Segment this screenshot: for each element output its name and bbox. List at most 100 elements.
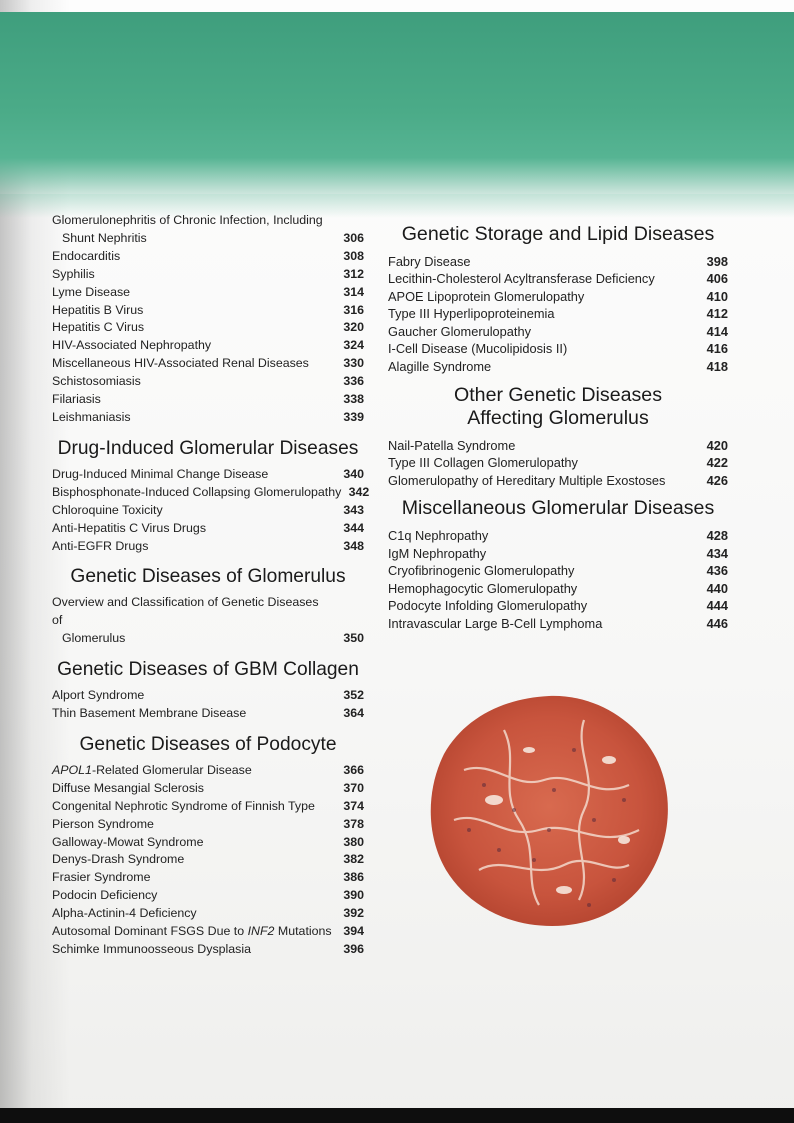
toc-entry-title: Overview and Classification of Genetic D… (52, 595, 319, 628)
toc-entry-title: Intravascular Large B-Cell Lymphoma (388, 615, 603, 631)
toc-entry-title: Lyme Disease (52, 284, 131, 299)
toc-page-number: 320 (343, 320, 364, 335)
toc-entry-title: Filariasis (52, 392, 101, 407)
toc-page-number: 414 (706, 323, 728, 339)
section-title: Genetic Diseases of Podocyte (79, 733, 337, 755)
toc-entry[interactable]: Podocyte Infolding Glomerulopathy 444 (388, 597, 728, 615)
toc-entry[interactable]: Galloway-Mowat Syndrome 380 (52, 834, 364, 852)
toc-entry[interactable]: IgM Nephropathy 434 (388, 545, 728, 563)
toc-entry[interactable]: Cryofibrinogenic Glomerulopathy 436 (388, 562, 728, 580)
toc-entry[interactable]: Hemophagocytic Glomerulopathy 440 (388, 580, 728, 598)
toc-page-number: 366 (343, 762, 364, 777)
toc-entry[interactable]: APOL1-Related Glomerular Disease 366 (52, 762, 364, 780)
toc-entry[interactable]: Congenital Nephrotic Syndrome of Finnish… (52, 798, 364, 816)
toc-page-number: 308 (343, 248, 364, 263)
toc-entry-title: Galloway-Mowat Syndrome (52, 834, 204, 849)
toc-entry[interactable]: Diffuse Mesangial Sclerosis 370 (52, 780, 364, 798)
toc-entry[interactable]: Leishmaniasis 339 (52, 409, 364, 427)
toc-entry[interactable]: Alport Syndrome 352 (52, 687, 364, 705)
toc-page-number: 364 (343, 706, 364, 721)
toc-entry[interactable]: Type III Collagen Glomerulopathy 422 (388, 454, 728, 472)
toc-entry[interactable]: I-Cell Disease (Mucolipidosis II) 416 (388, 340, 728, 358)
toc-entry[interactable]: Anti-Hepatitis C Virus Drugs 344 (52, 520, 364, 538)
toc-entry-title: Cryofibrinogenic Glomerulopathy (388, 563, 575, 579)
toc-page-number: 428 (706, 527, 728, 543)
toc-entry-title: HIV-Associated Nephropathy (52, 338, 212, 353)
toc-entry-title: Pierson Syndrome (52, 816, 154, 831)
toc-entry[interactable]: Alpha-Actinin-4 Deficiency 392 (52, 905, 364, 923)
toc-entry[interactable]: Thin Basement Membrane Disease 364 (52, 705, 364, 723)
toc-page-number: 316 (343, 302, 364, 317)
toc-entry[interactable]: Autosomal Dominant FSGS Due to INF2 Muta… (52, 923, 364, 941)
toc-page-number: 436 (706, 563, 728, 579)
toc-entry[interactable]: Schistosomiasis 336 (52, 373, 364, 391)
toc-page-number: 416 (706, 341, 728, 357)
toc-section: Genetic Diseases of GBM Collagen Alport … (52, 658, 364, 723)
toc-page-number: 340 (343, 466, 364, 481)
toc-left-column: Glomerulonephritis of Chronic Infection,… (52, 212, 369, 959)
toc-entry[interactable]: Bisphosphonate-Induced Collapsing Glomer… (52, 484, 369, 502)
toc-section: Other Genetic Diseases Affecting Glomeru… (388, 384, 728, 490)
toc-entry-title: Drug-Induced Minimal Change Disease (52, 466, 269, 481)
toc-entry-title: Nail-Patella Syndrome (388, 437, 516, 453)
toc-entry[interactable]: Alagille Syndrome 418 (388, 358, 728, 376)
toc-entry[interactable]: Pierson Syndrome 378 (52, 816, 364, 834)
toc-section: Genetic Diseases of Podocyte APOL1-Relat… (52, 733, 364, 959)
toc-entry-title: Anti-EGFR Drugs (52, 538, 149, 553)
toc-page-number: 370 (343, 780, 364, 795)
toc-page-number: 426 (706, 472, 728, 488)
toc-entry[interactable]: HIV-Associated Nephropathy 324 (52, 337, 364, 355)
toc-entry-title: Alagille Syndrome (388, 359, 492, 375)
toc-entry-title: Bisphosphonate-Induced Collapsing Glomer… (52, 484, 342, 499)
header-color-band (0, 12, 794, 218)
section-title: Genetic Diseases of GBM Collagen (57, 659, 359, 681)
toc-page-number: 338 (343, 392, 364, 407)
toc-entry[interactable]: Hepatitis C Virus 320 (52, 319, 364, 337)
toc-entry[interactable]: Glomerulopathy of Hereditary Multiple Ex… (388, 472, 728, 490)
toc-page-number: 420 (706, 437, 728, 453)
toc-entry[interactable]: Overview and Classification of Genetic D… (52, 594, 364, 648)
toc-entry-title: Autosomal Dominant FSGS Due to (52, 924, 248, 939)
toc-entry[interactable]: Glomerulonephritis of Chronic Infection,… (52, 212, 364, 248)
toc-entry-title: Leishmaniasis (52, 409, 131, 424)
toc-section: Genetic Diseases of Glomerulus Overview … (52, 565, 364, 648)
toc-entry-title: Glomerulopathy of Hereditary Multiple Ex… (388, 472, 666, 488)
toc-entry-title: Diffuse Mesangial Sclerosis (52, 780, 204, 795)
toc-page-number: 312 (343, 266, 364, 281)
toc-entry[interactable]: C1q Nephropathy 428 (388, 527, 728, 545)
toc-page-number: 324 (343, 338, 364, 353)
toc-entry[interactable]: Podocin Deficiency 390 (52, 887, 364, 905)
toc-page-number: 418 (706, 359, 728, 375)
toc-entry[interactable]: Intravascular Large B-Cell Lymphoma 446 (388, 615, 728, 633)
toc-section: Glomerulonephritis of Chronic Infection,… (52, 212, 364, 427)
toc-entry[interactable]: Fabry Disease 398 (388, 253, 728, 271)
toc-page-number: 350 (343, 631, 364, 646)
toc-entry-title: Hepatitis B Virus (52, 302, 144, 317)
toc-entry[interactable]: Filariasis 338 (52, 391, 364, 409)
toc-entry[interactable]: Hepatitis B Virus 316 (52, 302, 364, 320)
toc-entry[interactable]: Chloroquine Toxicity 343 (52, 502, 364, 520)
toc-entry[interactable]: Drug-Induced Minimal Change Disease 340 (52, 466, 364, 484)
toc-entry[interactable]: APOE Lipoprotein Glomerulopathy 410 (388, 288, 728, 306)
toc-entry[interactable]: Nail-Patella Syndrome 420 (388, 437, 728, 455)
toc-entry[interactable]: Syphilis 312 (52, 266, 364, 284)
toc-entry[interactable]: Lyme Disease 314 (52, 284, 364, 302)
toc-entry[interactable]: Miscellaneous HIV-Associated Renal Disea… (52, 355, 364, 373)
toc-entry[interactable]: Denys-Drash Syndrome 382 (52, 851, 364, 869)
toc-entry[interactable]: Schimke Immunoosseous Dysplasia 396 (52, 941, 364, 959)
toc-entry-title: APOE Lipoprotein Glomerulopathy (388, 288, 585, 304)
toc-page-number: 396 (343, 942, 364, 956)
toc-entry-title: Schistosomiasis (52, 374, 141, 389)
toc-entry-title: Lecithin-Cholesterol Acyltransferase Def… (388, 271, 655, 287)
toc-section: Miscellaneous Glomerular Diseases C1q Ne… (388, 497, 728, 632)
toc-entry[interactable]: Type III Hyperlipoproteinemia 412 (388, 305, 728, 323)
toc-entry-title: Schimke Immunoosseous Dysplasia (52, 942, 252, 956)
toc-entry[interactable]: Anti-EGFR Drugs 348 (52, 538, 364, 556)
toc-entry[interactable]: Gaucher Glomerulopathy 414 (388, 323, 728, 341)
toc-page-number: 330 (343, 356, 364, 371)
toc-entry[interactable]: Frasier Syndrome 386 (52, 869, 364, 887)
toc-entry[interactable]: Endocarditis 308 (52, 248, 364, 266)
toc-entry[interactable]: Lecithin-Cholesterol Acyltransferase Def… (388, 270, 728, 288)
toc-entry-title: Denys-Drash Syndrome (52, 852, 185, 867)
toc-page-number: 336 (343, 374, 364, 389)
